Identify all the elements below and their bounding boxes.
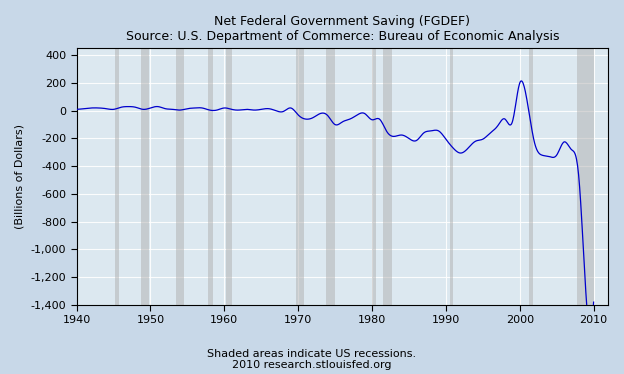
Bar — [449, 48, 453, 305]
Bar — [208, 48, 213, 305]
Bar — [383, 48, 392, 305]
Title: Net Federal Government Saving (FGDEF)
Source: U.S. Department of Commerce: Burea: Net Federal Government Saving (FGDEF) So… — [125, 15, 559, 43]
Bar — [296, 48, 304, 305]
Bar — [529, 48, 533, 305]
Text: Shaded areas indicate US recessions.
2010 research.stlouisfed.org: Shaded areas indicate US recessions. 201… — [207, 349, 417, 370]
Y-axis label: (Billions of Dollars): (Billions of Dollars) — [15, 124, 25, 229]
Bar — [372, 48, 376, 305]
Bar — [141, 48, 149, 305]
Bar — [177, 48, 183, 305]
Bar — [326, 48, 335, 305]
Bar — [577, 48, 593, 305]
Bar — [226, 48, 232, 305]
Bar — [115, 48, 119, 305]
